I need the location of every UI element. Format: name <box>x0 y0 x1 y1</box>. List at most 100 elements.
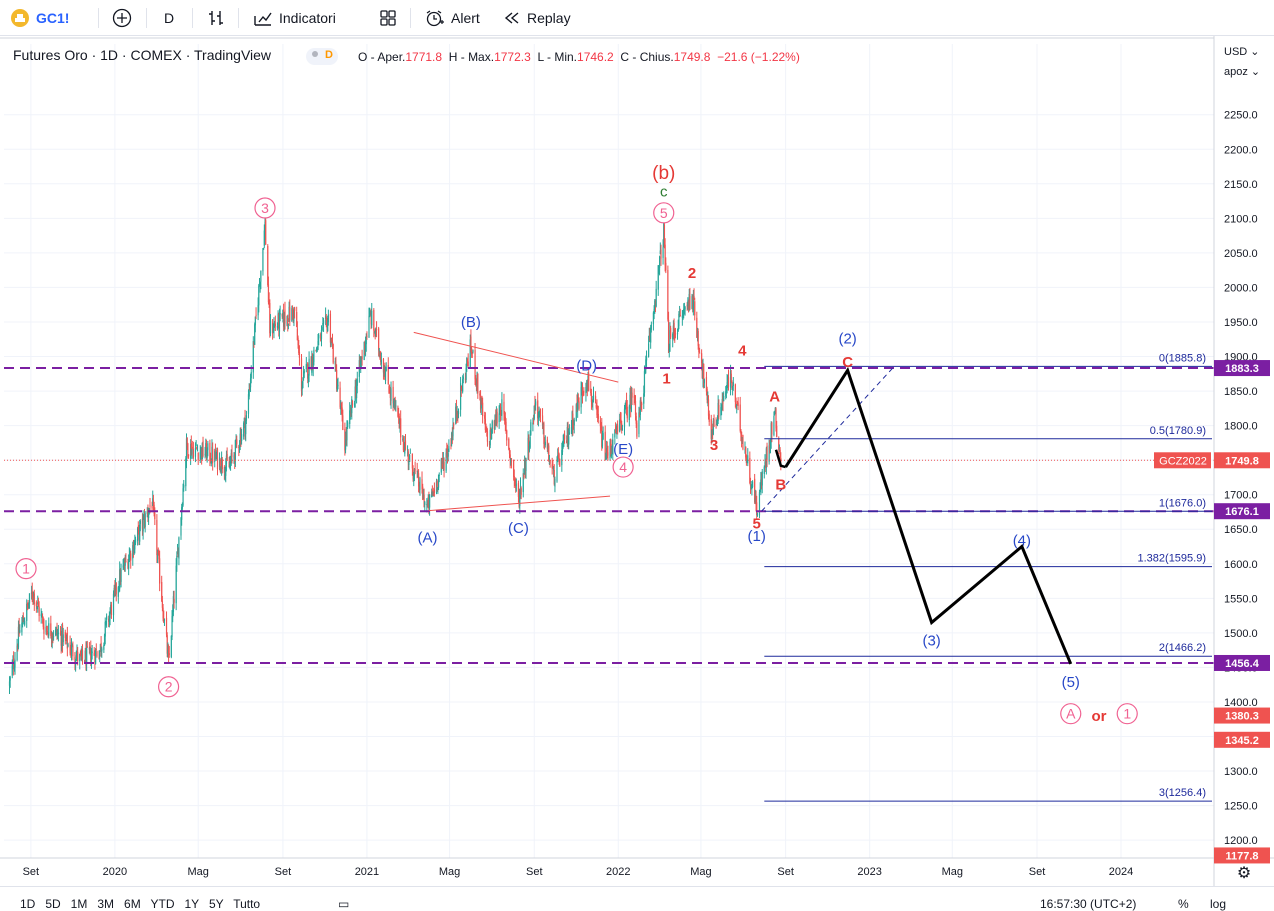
grid-layout-icon <box>380 10 396 26</box>
range-buttons[interactable]: 1D 5D 1M 3M 6M YTD 1Y 5Y Tutto <box>20 897 261 911</box>
price-tick-label: 1250.0 <box>1224 801 1258 813</box>
candle-body <box>442 459 444 464</box>
alarm-clock-icon <box>426 10 444 27</box>
candle-body <box>170 635 172 658</box>
candle-body <box>760 478 763 488</box>
candle-body <box>433 489 436 493</box>
candle-body <box>780 457 782 463</box>
chart-type-button[interactable] <box>206 0 226 36</box>
candle-body <box>42 618 44 627</box>
interval-button[interactable]: D <box>164 0 174 36</box>
log-toggle[interactable]: log <box>1210 897 1227 911</box>
candle-body <box>46 630 48 632</box>
candle-body <box>446 450 448 452</box>
replay-button[interactable]: Replay <box>502 0 571 36</box>
candle-body <box>103 634 106 646</box>
time-axis[interactable]: Set 2020 Mag Set 2021 Mag Set 2022 Mag Set 2023 Mag… <box>0 857 1274 882</box>
currency-selector[interactable]: USD ⌄ <box>1224 45 1260 58</box>
candle-body <box>592 394 595 401</box>
candle-body <box>380 359 382 365</box>
candle-body <box>109 611 111 618</box>
wave-label: (4) <box>1013 532 1031 549</box>
price-chart[interactable]: 0(1885.8) 0.5(1780.9) 1(1676.0) 1.382(1595.… <box>0 36 1274 903</box>
candle-body <box>287 318 289 326</box>
candle-body <box>659 256 661 268</box>
wave-label: (D) <box>576 358 597 375</box>
candle-body <box>417 473 420 487</box>
candle-body <box>76 649 78 656</box>
candle-body <box>181 507 183 520</box>
candle-body <box>720 407 723 409</box>
candle-body <box>26 602 29 606</box>
wave-label: (E) <box>613 441 633 458</box>
candle-body <box>645 356 648 361</box>
candle-body <box>729 371 732 388</box>
candle-body <box>673 322 675 336</box>
delay-badge[interactable]: D <box>306 48 338 65</box>
candle-body <box>575 404 577 421</box>
wave-label: 5 <box>660 205 668 221</box>
layouts-button[interactable] <box>378 0 398 36</box>
candle-body <box>122 565 124 568</box>
candle-body <box>426 503 429 508</box>
candle-body <box>45 626 47 633</box>
candle-body <box>532 420 535 422</box>
candle-body <box>500 412 502 414</box>
wave-label: 4 <box>619 459 627 475</box>
candle-body <box>278 313 281 332</box>
candle-body <box>57 632 60 634</box>
candle-body <box>115 583 117 595</box>
alert-button[interactable]: Alert <box>424 0 480 36</box>
wave-label: 1 <box>1123 706 1131 722</box>
candle-body <box>75 655 77 661</box>
price-tick-label: 2200.0 <box>1224 144 1258 156</box>
candle-body <box>98 657 100 659</box>
candle-body <box>127 562 129 569</box>
candle-body <box>281 314 283 317</box>
add-symbol-button[interactable] <box>112 0 132 36</box>
candle-body <box>610 448 613 457</box>
candle-body <box>635 416 637 424</box>
candle-body <box>759 489 761 491</box>
candle-body <box>264 221 266 233</box>
candle-body <box>568 436 570 445</box>
candle-body <box>123 562 125 568</box>
candle-body <box>17 626 20 648</box>
percent-toggle[interactable]: % <box>1178 897 1189 911</box>
candle-body <box>32 597 34 599</box>
symbol-button[interactable]: GC1! <box>10 0 69 36</box>
candle-body <box>745 446 747 458</box>
candle-body <box>118 586 120 590</box>
candle-body <box>353 402 356 406</box>
candle-body <box>546 439 548 449</box>
candle-body <box>204 453 206 456</box>
candle-body <box>340 406 343 410</box>
calendar-icon[interactable]: ▭ <box>338 897 350 911</box>
candle-body <box>90 648 92 663</box>
candle-body <box>320 329 323 339</box>
candle-body <box>655 288 657 307</box>
indicators-button[interactable]: Indicatori <box>252 0 336 36</box>
symbol-label: GC1! <box>36 10 70 26</box>
candle-body <box>524 461 526 471</box>
candle-body <box>181 506 183 509</box>
price-axis[interactable]: 1200.01250.01300.01350.01400.01450.01500… <box>1213 36 1274 903</box>
price-tick-label: 1200.0 <box>1224 835 1258 847</box>
candle-body <box>605 456 607 460</box>
candle-body <box>674 333 676 335</box>
candle-body <box>625 400 628 410</box>
wave-label: (B) <box>461 314 481 331</box>
candle-body <box>171 616 173 638</box>
unit-selector[interactable]: apoz ⌄ <box>1224 65 1260 78</box>
candle-body <box>746 460 748 463</box>
candle-body <box>624 405 626 410</box>
candle-body <box>220 469 222 472</box>
candle-body <box>508 448 511 454</box>
candle-body <box>621 423 623 431</box>
price-axis-bg <box>1214 36 1274 903</box>
candle-body <box>144 513 146 528</box>
fib-level-label: 1(1676.0) <box>1159 497 1206 509</box>
wave-circle <box>653 202 675 224</box>
candle-body <box>572 413 574 428</box>
candle-body <box>421 479 423 490</box>
